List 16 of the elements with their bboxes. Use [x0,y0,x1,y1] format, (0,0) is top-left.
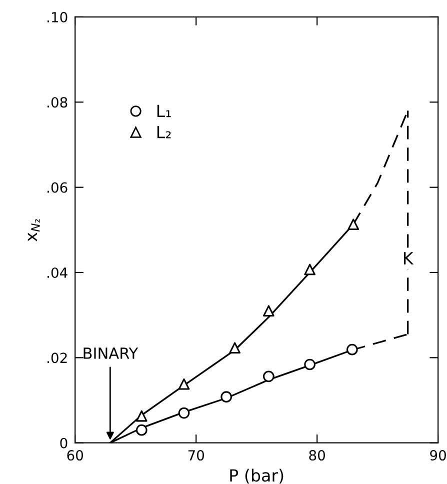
legend-label: L₂ [157,126,171,138]
x-tick-label: 70 [188,450,204,461]
x-axis-title: P (bar) [230,468,284,484]
y-tick-label: .10 [48,12,68,22]
y-axis-title: x$_{N₂}$ [28,219,40,242]
annotation: K [404,252,414,264]
y-tick-label: .08 [48,97,68,108]
y-tick-label: 0 [60,438,68,448]
x-tick-label: 60 [67,450,84,461]
annotation: BINARY [84,348,138,359]
x-tick-label: 90 [430,450,446,461]
legend-label: L₁ [157,104,171,118]
y-tick-label: .04 [48,267,68,278]
y-tick-label: .06 [48,182,68,193]
x-tick-label: 80 [309,450,325,461]
y-tick-label: .02 [48,352,67,364]
